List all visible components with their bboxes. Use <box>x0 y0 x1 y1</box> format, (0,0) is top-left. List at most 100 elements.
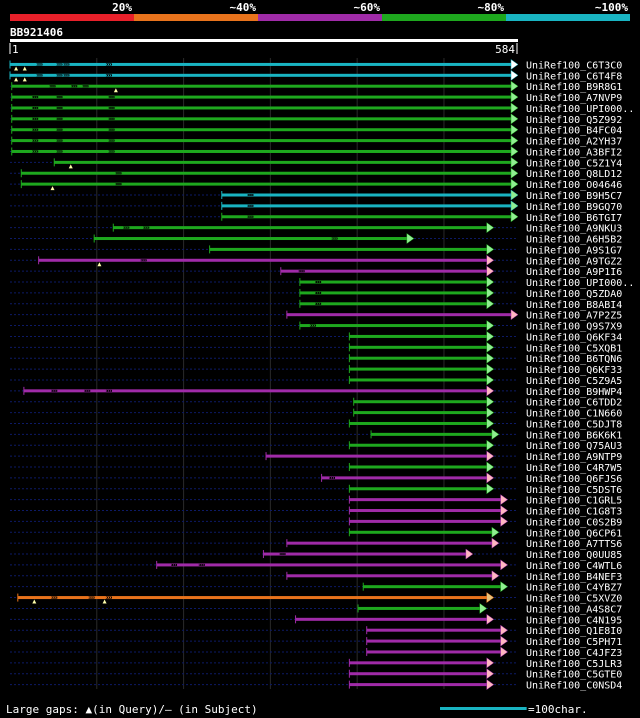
hit-row: UniRef100_C6T4F8 <box>9 69 622 82</box>
hit-end-arrow <box>510 178 519 190</box>
hit-row: UniRef100_A9S1G7 <box>10 243 622 256</box>
hit-end-arrow <box>500 646 509 658</box>
hit-end-arrow <box>500 581 509 593</box>
hit-row: UniRef100_C5DJT8 <box>10 417 622 430</box>
hit-row: UniRef100_C6TDD2 <box>10 396 622 409</box>
hit-end-arrow <box>510 211 519 223</box>
query-bar <box>10 39 518 42</box>
hit-row: UniRef100_B6K6K1 <box>10 428 622 441</box>
hit-bar <box>366 650 502 654</box>
hit-end-arrow <box>486 472 495 484</box>
hit-bar <box>221 215 512 219</box>
hit-end-arrow <box>486 461 495 473</box>
hit-row: UniRef100_C5DST6 <box>10 483 622 496</box>
hit-bar <box>21 182 512 186</box>
hit-end-arrow <box>510 102 519 114</box>
hit-bar <box>23 389 488 393</box>
hit-end-arrow <box>486 298 495 310</box>
hit-label: UniRef100_B6TQN6 <box>526 354 622 365</box>
hit-row: UniRef100_A7NVP9 <box>10 91 622 104</box>
legend-label-4: ~100% <box>595 1 628 14</box>
hit-row: UniRef100_UPI000.. <box>10 102 634 115</box>
hit-end-arrow <box>500 515 509 527</box>
hit-bar <box>209 247 488 251</box>
query-gap-triangle <box>14 77 19 82</box>
hit-row: UniRef100_B9HWP4 <box>10 385 622 398</box>
hit-row: UniRef100_C5JLR3 <box>10 657 622 670</box>
hit-label: UniRef100_Q1E8I0 <box>526 626 622 637</box>
hit-end-arrow <box>500 635 509 647</box>
query-start-label: 1 <box>12 43 19 56</box>
hit-end-arrow <box>510 200 519 212</box>
hit-label: UniRef100_A9NKU3 <box>526 224 622 235</box>
hit-bar <box>349 345 488 349</box>
hit-label: UniRef100_B9R8G1 <box>526 82 622 93</box>
hit-end-arrow <box>486 330 495 342</box>
hit-end-arrow <box>510 124 519 136</box>
hit-row: UniRef100_B9R8G1 <box>10 80 622 93</box>
hit-bar <box>349 661 488 665</box>
hit-bar <box>349 498 502 502</box>
hit-end-arrow <box>510 145 519 157</box>
hit-label: UniRef100_C5DST6 <box>526 485 622 496</box>
hit-row: UniRef100_A9NTP9 <box>10 450 622 463</box>
hit-bar <box>366 628 502 632</box>
hit-end-arrow <box>500 559 509 571</box>
hit-end-arrow <box>510 113 519 125</box>
hit-end-arrow <box>510 91 519 103</box>
query-gap-triangle <box>32 599 37 604</box>
hit-bar <box>295 617 488 621</box>
hit-bar <box>11 149 513 153</box>
hit-bar <box>286 574 493 578</box>
hit-row: UniRef100_C5Z1Y4 <box>10 156 622 169</box>
hit-row: UniRef100_A9TGZ2 <box>10 254 622 267</box>
hit-row: UniRef100_C1G8T3 <box>10 505 622 518</box>
hit-label: UniRef100_A9P1I6 <box>526 267 622 278</box>
hit-end-arrow <box>491 570 500 582</box>
hit-bar <box>156 563 502 567</box>
hit-row: UniRef100_B9GQ70 <box>10 200 622 213</box>
hit-bar <box>10 62 512 66</box>
query-gap-triangle <box>68 164 73 169</box>
hit-bar <box>11 128 513 132</box>
hit-bar <box>371 432 493 436</box>
hit-bar <box>349 367 488 371</box>
hit-label: UniRef100_B9H5C7 <box>526 191 622 202</box>
hit-label: UniRef100_C5XQB1 <box>526 343 622 354</box>
hit-end-arrow <box>486 450 495 462</box>
hit-label: UniRef100_Q0UU85 <box>526 550 622 561</box>
hit-end-arrow <box>486 668 495 680</box>
hit-bar <box>358 606 481 610</box>
legend-label-1: ~40% <box>230 1 257 14</box>
hit-end-arrow <box>486 396 495 408</box>
hit-label: UniRef100_C0S2B9 <box>526 517 622 528</box>
hit-end-arrow <box>500 494 509 506</box>
hit-label: UniRef100_UPI000.. <box>526 278 634 289</box>
hit-label: UniRef100_C5PH71 <box>526 637 622 648</box>
query-gap-triangle <box>14 66 19 71</box>
hit-bar <box>353 411 488 415</box>
hit-label: UniRef100_B4FC04 <box>526 126 622 137</box>
hit-end-arrow <box>486 320 495 332</box>
hit-row: UniRef100_A3BFI2 <box>10 145 622 158</box>
hit-label: UniRef100_Q75AU3 <box>526 441 622 452</box>
hit-bar <box>263 552 467 556</box>
hit-label: UniRef100_UPI000.. <box>526 104 634 115</box>
hit-row: UniRef100_Q5ZDA0 <box>10 287 622 300</box>
hit-row: UniRef100_C0S2B9 <box>10 515 622 528</box>
hit-bar <box>349 443 488 447</box>
query-title: BB921406 <box>10 26 63 39</box>
hit-label: UniRef100_C4N195 <box>526 615 622 626</box>
legend-swatch-3 <box>382 14 506 21</box>
hit-end-arrow <box>486 265 495 277</box>
hit-row: UniRef100_C4N195 <box>10 613 622 626</box>
hit-label: UniRef100_C5GTE0 <box>526 670 622 681</box>
hit-label: UniRef100_C5Z9A5 <box>526 376 622 387</box>
hit-label: UniRef100_C5DJT8 <box>526 419 622 430</box>
hit-label: UniRef100_A7NVP9 <box>526 93 622 104</box>
hit-bar <box>349 519 502 523</box>
hit-bar <box>286 313 512 317</box>
hit-label: UniRef100_Q6FJS6 <box>526 474 622 485</box>
legend-swatch-4 <box>506 14 630 21</box>
hit-end-arrow <box>486 287 495 299</box>
